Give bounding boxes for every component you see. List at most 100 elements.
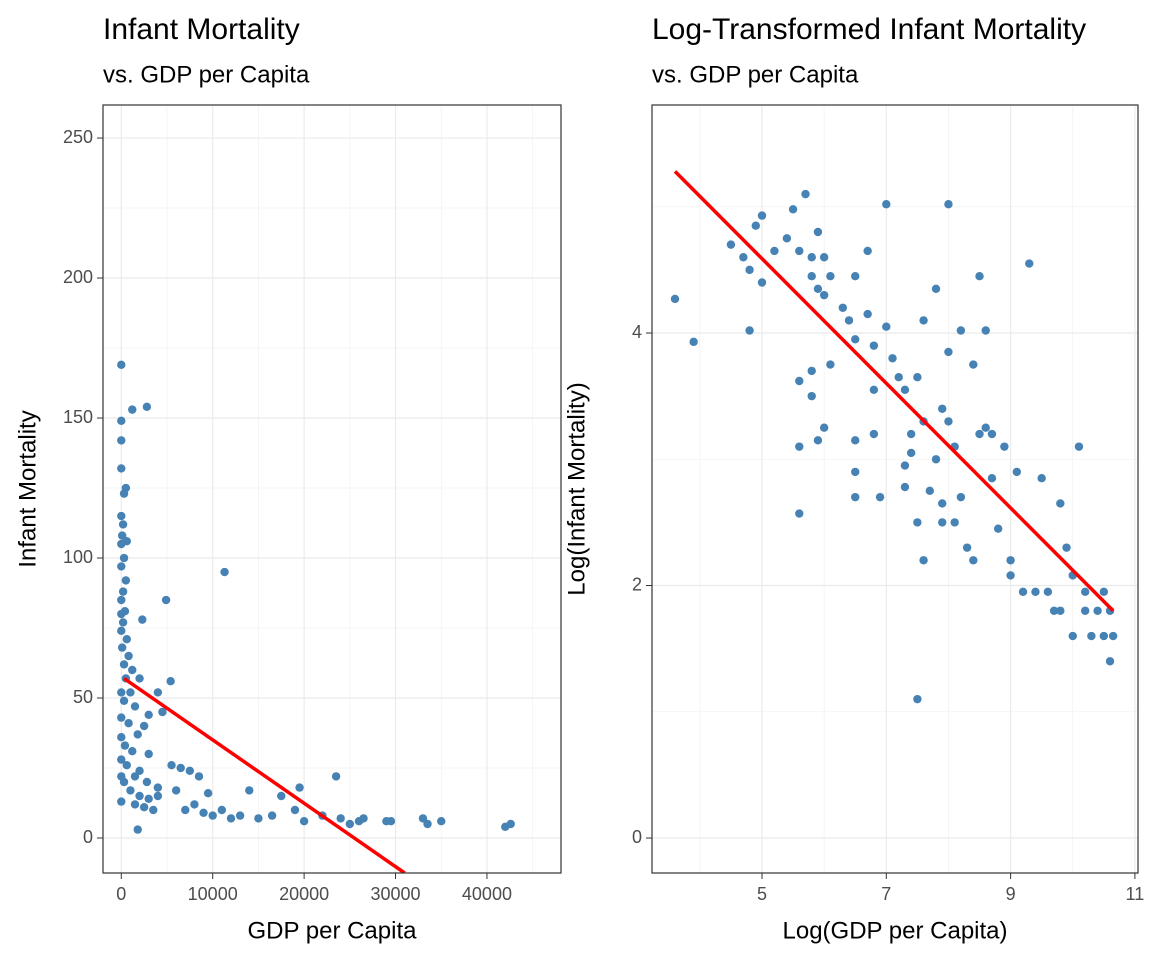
y-tick-label: 2 — [632, 574, 642, 594]
data-point — [128, 665, 137, 675]
data-point — [194, 772, 204, 781]
data-point — [962, 543, 972, 552]
y-tick-label: 0 — [83, 827, 93, 847]
data-point — [956, 492, 966, 502]
data-point — [119, 696, 129, 706]
data-point — [813, 227, 823, 237]
data-point — [913, 694, 922, 704]
data-point — [1108, 631, 1118, 641]
data-point — [875, 492, 885, 502]
data-point — [158, 707, 167, 717]
data-point — [819, 423, 829, 432]
data-point — [788, 205, 798, 214]
data-point — [185, 766, 195, 776]
data-point — [142, 402, 152, 412]
data-point — [117, 797, 126, 806]
chart-title: Log-Transformed Infant Mortality — [652, 13, 1086, 46]
data-point — [418, 814, 428, 823]
data-point — [166, 677, 175, 686]
x-tick-label: 11 — [1126, 884, 1145, 904]
data-point — [126, 786, 135, 795]
data-point — [1080, 587, 1090, 597]
data-point — [133, 825, 142, 834]
data-point — [745, 326, 754, 335]
data-point — [142, 777, 152, 787]
data-point — [117, 511, 126, 521]
data-point — [913, 518, 922, 527]
data-point — [117, 360, 126, 370]
data-point — [919, 316, 928, 325]
data-point — [782, 234, 792, 243]
data-point — [1000, 442, 1009, 451]
y-tick-label: 150 — [63, 407, 93, 427]
data-point — [128, 747, 137, 756]
data-point — [944, 200, 953, 209]
data-point — [139, 803, 149, 812]
data-point — [770, 246, 779, 256]
data-point — [345, 819, 355, 829]
data-point — [975, 271, 984, 281]
data-point — [900, 385, 910, 395]
data-point — [117, 416, 126, 426]
data-point — [851, 436, 860, 445]
data-point — [745, 265, 754, 275]
data-point — [124, 651, 133, 661]
x-axis-label: Log(GDP per Capita) — [783, 917, 1008, 944]
data-point — [119, 777, 129, 787]
chart-subtitle: vs. GDP per Capita — [652, 61, 859, 88]
data-point — [437, 817, 446, 826]
data-point — [277, 791, 286, 801]
data-point — [882, 322, 891, 331]
panel-border — [651, 104, 1139, 874]
data-point — [795, 246, 804, 256]
data-point — [117, 713, 126, 722]
data-point — [130, 772, 140, 781]
data-point — [121, 576, 131, 585]
data-point — [807, 253, 816, 262]
data-point — [117, 531, 127, 540]
data-point — [1074, 442, 1084, 451]
data-point — [813, 436, 823, 445]
y-axis-label: Infant Mortality — [14, 410, 41, 567]
data-point — [118, 520, 128, 529]
data-point — [199, 808, 208, 818]
data-point — [888, 354, 897, 363]
data-point — [925, 486, 935, 496]
data-point — [987, 429, 997, 439]
data-point — [135, 791, 144, 801]
data-point — [869, 429, 879, 439]
data-point — [819, 253, 829, 262]
data-point — [757, 211, 767, 220]
data-point — [1099, 631, 1109, 641]
data-point — [144, 794, 153, 804]
data-point — [1025, 259, 1034, 268]
data-point — [969, 360, 978, 369]
data-point — [944, 417, 953, 426]
data-point — [1099, 587, 1109, 597]
data-point — [118, 587, 128, 596]
data-point — [906, 448, 916, 458]
data-point — [726, 240, 736, 249]
data-point — [981, 423, 990, 432]
data-point — [826, 360, 835, 369]
data-point — [144, 710, 153, 720]
data-point — [130, 800, 140, 809]
panel: Infant Mortality vs. GDP per Capita 0 10000… — [14, 13, 562, 944]
data-point — [299, 817, 309, 826]
data-point — [919, 556, 928, 565]
data-point — [913, 373, 922, 382]
data-point — [208, 811, 217, 820]
data-point — [1105, 657, 1115, 666]
data-point — [135, 766, 144, 776]
data-point — [689, 337, 698, 347]
y-tick-label: 200 — [63, 267, 93, 287]
data-point — [153, 783, 163, 792]
data-point — [1093, 606, 1102, 615]
data-point — [135, 674, 144, 683]
data-point — [1080, 606, 1090, 615]
data-point — [1056, 606, 1065, 615]
data-point — [1068, 631, 1077, 641]
chart-title: Infant Mortality — [103, 13, 300, 46]
data-point — [1012, 467, 1022, 477]
